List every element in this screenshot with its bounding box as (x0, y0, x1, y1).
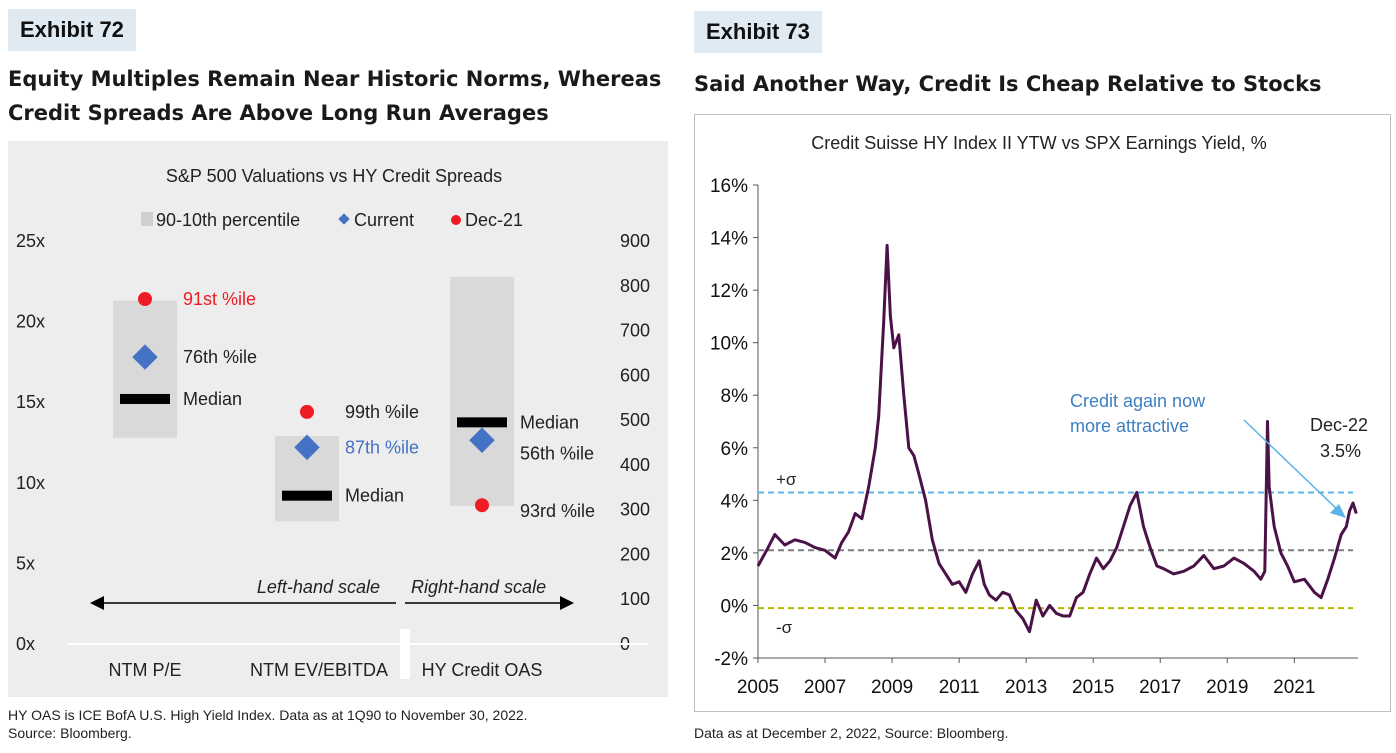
right-chart-title: Credit Suisse HY Index II YTW vs SPX Ear… (811, 133, 1267, 153)
annotation-credit-line2: more attractive (1070, 416, 1189, 436)
median-label: Median (520, 412, 579, 432)
right-axis-tick: 700 (620, 321, 650, 341)
dec21-percentile-label: 99th %ile (345, 402, 419, 422)
left-scale-arrowhead (90, 596, 104, 610)
exhibit-73-tag: Exhibit 73 (694, 11, 822, 53)
current-percentile-label: 76th %ile (183, 347, 257, 367)
right-axis-tick: 600 (620, 365, 650, 385)
y-tick-label: 4% (721, 491, 749, 512)
left-axis-tick: 20x (16, 312, 45, 332)
y-tick-label: 2% (721, 544, 749, 565)
category-label: NTM P/E (108, 660, 181, 680)
current-percentile-label: 87th %ile (345, 437, 419, 457)
exhibit-72-tag: Exhibit 72 (8, 9, 136, 51)
y-tick-label: -2% (714, 649, 748, 670)
median-marker (457, 417, 507, 428)
x-tick-label: 2015 (1072, 677, 1114, 698)
x-tick-label: 2013 (1005, 677, 1047, 698)
y-tick-label: 16% (710, 176, 748, 197)
y-tick-label: 10% (710, 334, 748, 355)
scale-divider-gap (400, 629, 410, 679)
legend-dec21-label: Dec-21 (465, 210, 523, 230)
current-marker (132, 344, 158, 370)
exhibit-72-footnote-line2: Source: Bloomberg. (8, 725, 132, 741)
y-tick-label: 6% (721, 439, 749, 460)
left-chart-title: S&P 500 Valuations vs HY Credit Spreads (166, 166, 502, 186)
right-chart: Credit Suisse HY Index II YTW vs SPX Ear… (694, 114, 1391, 712)
left-axis-tick: 25x (16, 231, 45, 251)
right-scale-note: Right-hand scale (411, 577, 546, 597)
right-axis-tick: 800 (620, 276, 650, 296)
exhibit-72-footnote: HY OAS is ICE BofA U.S. High Yield Index… (8, 706, 528, 742)
dec21-percentile-label: 91st %ile (183, 289, 256, 309)
exhibit-73-title: Said Another Way, Credit Is Cheap Relati… (694, 72, 1322, 96)
y-tick-label: 14% (710, 229, 748, 250)
right-axis-tick: 900 (620, 231, 650, 251)
annotation-arrow (1243, 419, 1341, 513)
right-axis-tick: 500 (620, 410, 650, 430)
exhibit-73-footnote: Data as at December 2, 2022, Source: Blo… (694, 725, 1009, 741)
x-tick-label: 2021 (1273, 677, 1315, 698)
dec21-marker (300, 404, 314, 419)
median-marker (282, 490, 332, 501)
current-marker (469, 427, 495, 453)
left-axis-tick: 15x (16, 392, 45, 412)
x-tick-label: 2007 (804, 677, 846, 698)
exhibit-72-title-line2: Credit Spreads Are Above Long Run Averag… (8, 101, 549, 125)
plus-sigma-label: +σ (776, 470, 797, 489)
y-tick-label: 12% (710, 281, 748, 302)
exhibit-72-footnote-line1: HY OAS is ICE BofA U.S. High Yield Index… (8, 707, 528, 723)
right-axis-tick: 400 (620, 455, 650, 475)
y-tick-label: 0% (721, 596, 749, 617)
legend-current-label: Current (354, 210, 414, 230)
right-axis-tick: 200 (620, 544, 650, 564)
category-label: NTM EV/EBITDA (250, 660, 388, 680)
exhibit-72-title: Equity Multiples Remain Near Historic No… (8, 62, 661, 130)
median-label: Median (183, 389, 242, 409)
right-chart-frame (694, 114, 1391, 712)
legend-range-label: 90-10th percentile (156, 210, 300, 230)
annotation-credit-line1: Credit again now (1070, 391, 1206, 411)
x-tick-label: 2017 (1139, 677, 1181, 698)
left-axis-tick: 0x (16, 634, 35, 654)
left-axis-tick: 10x (16, 473, 45, 493)
x-tick-label: 2011 (939, 677, 980, 698)
x-tick-label: 2005 (737, 677, 779, 698)
left-chart: S&P 500 Valuations vs HY Credit Spreads … (8, 141, 668, 697)
annotation-dec22-line2: 3.5% (1320, 441, 1361, 461)
legend-range-swatch (141, 212, 153, 226)
annotation-arrowhead (1330, 504, 1346, 518)
current-marker (294, 434, 320, 461)
percentile-range-bar (450, 276, 514, 507)
right-axis-tick: 100 (620, 589, 650, 609)
median-label: Median (345, 486, 404, 506)
right-axis-tick: 300 (620, 500, 650, 520)
current-percentile-label: 56th %ile (520, 443, 594, 463)
dec21-marker (475, 498, 489, 513)
minus-sigma-label: -σ (776, 618, 793, 637)
y-tick-label: 8% (721, 386, 749, 407)
annotation-dec22-line1: Dec-22 (1310, 415, 1368, 435)
x-tick-label: 2009 (871, 677, 913, 698)
category-label: HY Credit OAS (422, 660, 543, 680)
exhibit-72-title-line1: Equity Multiples Remain Near Historic No… (8, 67, 662, 91)
legend-dec21-marker (451, 215, 461, 225)
x-tick-label: 2019 (1206, 677, 1248, 698)
median-marker (120, 393, 170, 404)
left-axis-tick: 5x (16, 553, 35, 573)
right-scale-arrowhead (560, 596, 574, 610)
left-scale-note: Left-hand scale (257, 577, 380, 597)
dec21-percentile-label: 93rd %ile (520, 501, 595, 521)
dec21-marker (138, 292, 152, 307)
